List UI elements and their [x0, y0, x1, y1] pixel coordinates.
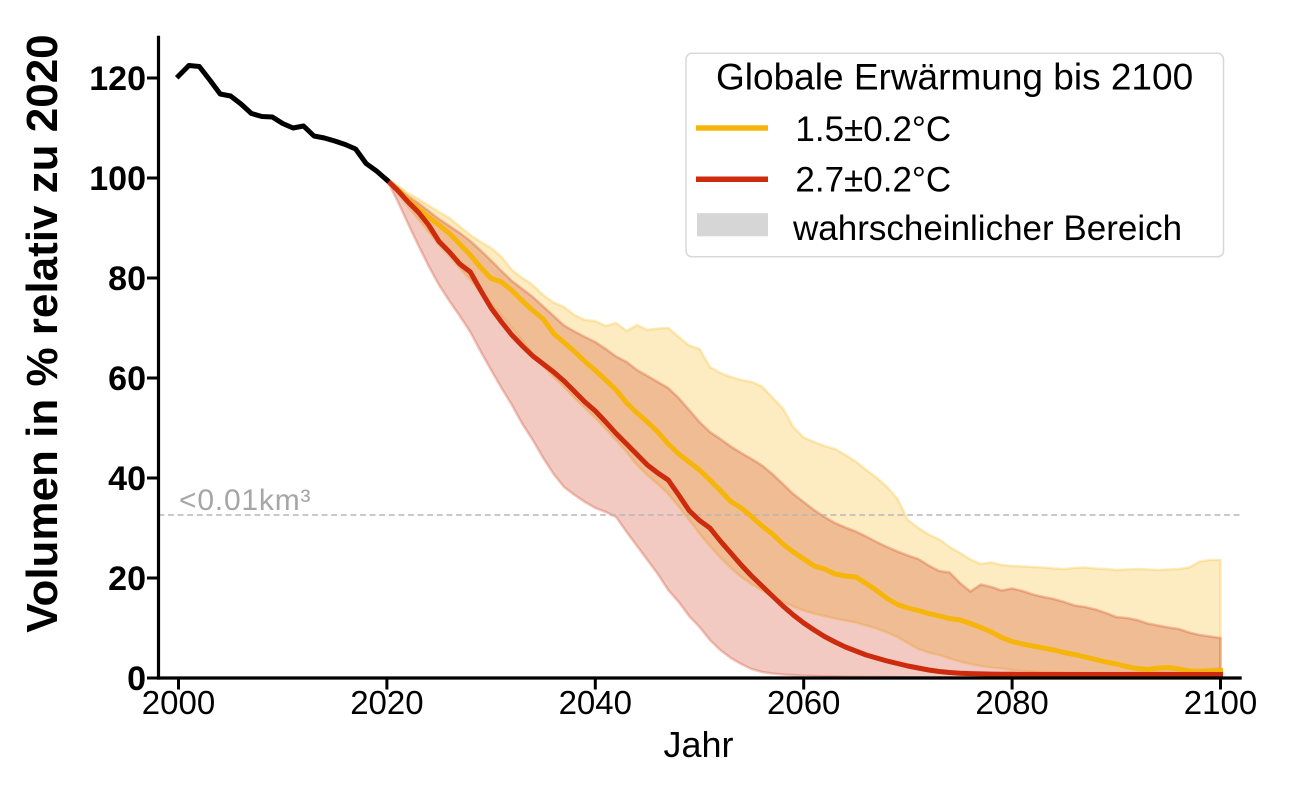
svg-text:80: 80: [108, 260, 146, 298]
svg-text:Volumen in % relativ zu 2020: Volumen in % relativ zu 2020: [18, 34, 67, 632]
svg-text:0: 0: [127, 660, 146, 698]
svg-text:Jahr: Jahr: [663, 724, 733, 765]
svg-text:wahrscheinlicher Bereich: wahrscheinlicher Bereich: [792, 209, 1182, 248]
svg-text:40: 40: [108, 460, 146, 498]
svg-text:60: 60: [108, 360, 146, 398]
svg-text:Globale Erwärmung bis 2100: Globale Erwärmung bis 2100: [716, 57, 1193, 98]
svg-text:2040: 2040: [559, 684, 632, 721]
svg-text:<0.01km³: <0.01km³: [179, 484, 311, 517]
svg-text:1.5±0.2°C: 1.5±0.2°C: [795, 110, 951, 149]
svg-text:2.7±0.2°C: 2.7±0.2°C: [795, 161, 951, 200]
svg-text:120: 120: [89, 60, 146, 98]
svg-text:2020: 2020: [350, 684, 423, 721]
svg-text:2100: 2100: [1184, 684, 1257, 721]
svg-text:2000: 2000: [142, 684, 215, 721]
svg-text:2080: 2080: [975, 684, 1048, 721]
svg-text:20: 20: [108, 560, 146, 598]
svg-text:2060: 2060: [767, 684, 840, 721]
svg-text:100: 100: [89, 160, 146, 198]
